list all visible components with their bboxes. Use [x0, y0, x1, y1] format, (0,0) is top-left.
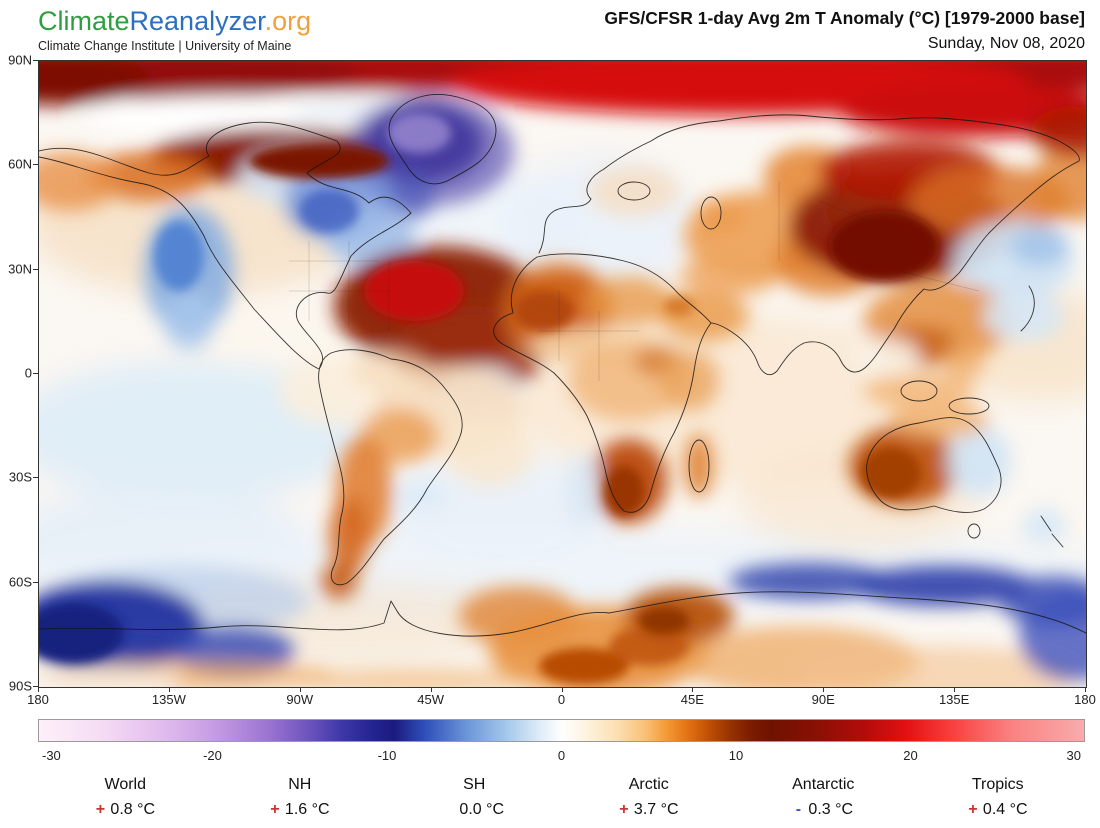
stat-value: +3.7 °C [562, 801, 737, 819]
stat-region-label: Tropics [971, 776, 1024, 793]
lon-label-90W-2: 90W [286, 692, 314, 707]
stat-temperature: 0.0 °C [459, 801, 505, 818]
lat-label-30N: 30N [8, 261, 32, 277]
map-date: Sunday, Nov 08, 2020 [927, 35, 1085, 52]
stat-world: World +0.8 °C [38, 776, 213, 819]
stat-value: +0.4 °C [911, 801, 1086, 819]
plus-sign: + [95, 801, 106, 818]
lat-label-30S: 30S [8, 469, 32, 485]
lon-tick [168, 687, 170, 692]
lon-label-180-8: 180 [1074, 692, 1096, 707]
stat-sh: SH 0.0 °C [387, 776, 562, 819]
lon-label-180-0: 180 [27, 692, 49, 707]
stat-value: +1.6 °C [213, 801, 388, 819]
colorbar [38, 719, 1085, 742]
lon-tick [823, 687, 825, 692]
stat-antarctic: Antarctic -0.3 °C [736, 776, 911, 819]
lon-label-135E-7: 135E [938, 692, 970, 707]
colorbar-tick-0: 0 [557, 748, 566, 763]
lat-tick [33, 164, 38, 166]
stat-value: -0.3 °C [736, 801, 911, 819]
lon-tick [954, 687, 956, 692]
stat-region-label: World [104, 776, 147, 793]
stat-region-label: SH [463, 776, 486, 793]
stat-temperature: 0.8 °C [110, 801, 156, 818]
lat-tick [33, 268, 38, 270]
stat-region-label: Antarctic [792, 776, 855, 793]
stat-region-label: Arctic [628, 776, 669, 793]
logo-org: .org [264, 6, 312, 36]
lon-label-135W-1: 135W [151, 692, 186, 707]
logo-reanalyzer: Reanalyzer [129, 6, 265, 36]
stat-tropics: Tropics +0.4 °C [911, 776, 1086, 819]
site-logo[interactable]: ClimateReanalyzer.org Climate Change Ins… [38, 6, 311, 53]
lat-tick [33, 60, 38, 61]
lat-tick [33, 686, 38, 687]
minus-sign: - [795, 801, 802, 818]
lat-tick [33, 373, 38, 374]
colorbar-tick-20: 20 [903, 748, 918, 763]
lon-label-45E-5: 45E [680, 692, 704, 707]
colorbar-tick--30: -30 [42, 748, 61, 763]
lon-label-0-4: 0 [557, 692, 566, 707]
anomaly-map-raster [39, 61, 1086, 687]
lon-tick [1085, 687, 1086, 692]
stat-temperature: 3.7 °C [633, 801, 679, 818]
lat-label-90N: 90N [8, 52, 32, 68]
institute-subtitle: Climate Change Institute | University of… [38, 39, 292, 53]
lon-label-90E-6: 90E [811, 692, 835, 707]
stat-value: +0.8 °C [38, 801, 213, 819]
stat-arctic: Arctic +3.7 °C [562, 776, 737, 819]
lat-tick [33, 581, 38, 583]
colorbar-tick-30: 30 [1066, 748, 1081, 763]
stat-region-label: NH [288, 776, 312, 793]
plus-sign: + [968, 801, 978, 818]
lat-label-90S: 90S [8, 678, 32, 694]
map-title: GFS/CFSR 1-day Avg 2m T Anomaly (°C) [19… [604, 8, 1085, 28]
colorbar-tick--10: -10 [377, 748, 397, 763]
plus-sign: + [619, 801, 629, 818]
stat-temperature: 0.3 °C [808, 801, 854, 818]
lon-tick [692, 687, 694, 692]
lon-tick [299, 687, 301, 692]
anomaly-map [38, 60, 1087, 688]
logo-climate: Climate [38, 6, 130, 36]
stat-nh: NH +1.6 °C [213, 776, 388, 819]
stat-temperature: 0.4 °C [982, 801, 1028, 818]
stat-value: 0.0 °C [387, 801, 562, 819]
lon-tick [561, 687, 563, 692]
plus-sign: + [270, 801, 280, 818]
lat-label-0: 0 [24, 365, 32, 381]
map-header: GFS/CFSR 1-day Avg 2m T Anomaly (°C) [19… [604, 8, 1085, 53]
lon-tick [38, 687, 39, 692]
lat-label-60N: 60N [8, 156, 32, 172]
colorbar-tick--20: -20 [203, 748, 222, 763]
regional-stats: World +0.8 °C NH +1.6 °C SH 0.0 °C Arctic +3.7 … [38, 776, 1085, 819]
colorbar-tick-10: 10 [728, 748, 744, 763]
lon-label-45W-3: 45W [417, 692, 444, 707]
stat-temperature: 1.6 °C [284, 801, 330, 818]
lat-label-60S: 60S [8, 574, 32, 590]
lon-tick [430, 687, 432, 692]
site-logo-text[interactable]: ClimateReanalyzer.org [38, 6, 311, 36]
lat-tick [33, 477, 38, 479]
